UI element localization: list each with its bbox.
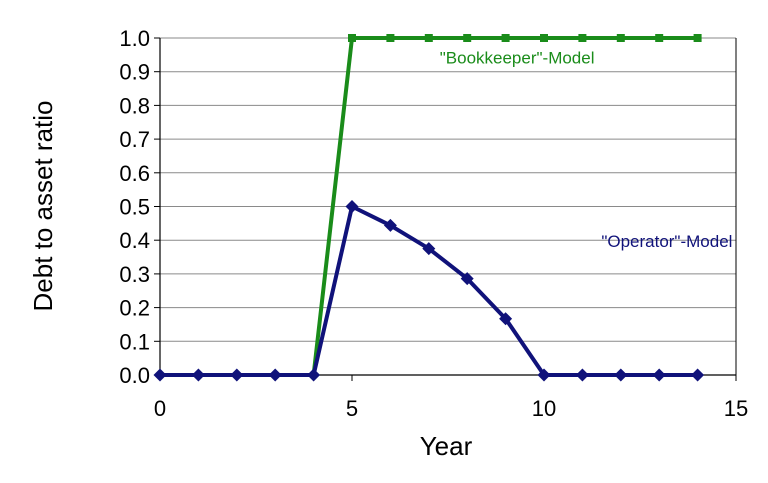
gridlines [160,37,736,342]
data-point [614,368,628,382]
data-point [230,368,244,382]
data-point [386,34,395,42]
data-point [345,200,359,213]
data-point [460,272,474,286]
data-point [693,34,702,42]
x-tick-label: 15 [724,396,748,421]
series-layer [153,34,705,382]
data-point [268,368,282,382]
data-point [499,312,513,326]
y-tick-label: 0.4 [119,228,150,253]
y-tick-label: 0.1 [119,329,150,354]
data-point [422,242,436,256]
data-point [616,34,625,42]
data-point [691,368,705,382]
series-operator [153,200,705,382]
y-tick-label: 1.0 [119,26,150,51]
y-tick-labels: 0.0 0.1 0.2 0.3 0.4 0.5 0.6 0.7 0.8 0.9 1.0 [119,26,150,388]
data-point [463,34,472,42]
axes [154,37,737,381]
data-point [578,34,587,42]
y-tick-label: 0.6 [119,161,150,186]
annotations: "Bookkeeper"-Model "Operator"-Model [440,48,733,251]
x-tick-labels: 0 5 10 15 [154,396,748,421]
data-point [540,34,548,42]
data-point [537,368,551,382]
y-tick-label: 0.2 [119,296,150,321]
series-bookkeeper [311,34,702,376]
y-axis-title: Debt to asset ratio [28,101,58,312]
data-point [307,368,321,382]
x-tick-label: 5 [346,396,358,421]
x-tick-label: 0 [154,396,166,421]
data-point [575,368,589,382]
data-point [501,34,510,42]
data-point [655,34,664,42]
data-point [191,368,205,382]
data-point [424,34,433,42]
series-annotation: "Operator"-Model [601,232,732,251]
y-tick-label: 0.9 [119,60,150,85]
y-tick-label: 0.3 [119,262,150,287]
data-point [348,34,356,42]
data-point [652,368,666,382]
x-tick-label: 10 [532,396,556,421]
data-point [153,368,167,382]
series-annotation: "Bookkeeper"-Model [440,48,595,67]
y-tick-label: 0.7 [119,127,150,152]
x-axis-title: Year [420,431,473,461]
y-tick-label: 0.8 [119,93,150,118]
data-point [383,218,397,232]
y-tick-label: 0.5 [119,195,150,220]
y-tick-label: 0.0 [119,363,150,388]
